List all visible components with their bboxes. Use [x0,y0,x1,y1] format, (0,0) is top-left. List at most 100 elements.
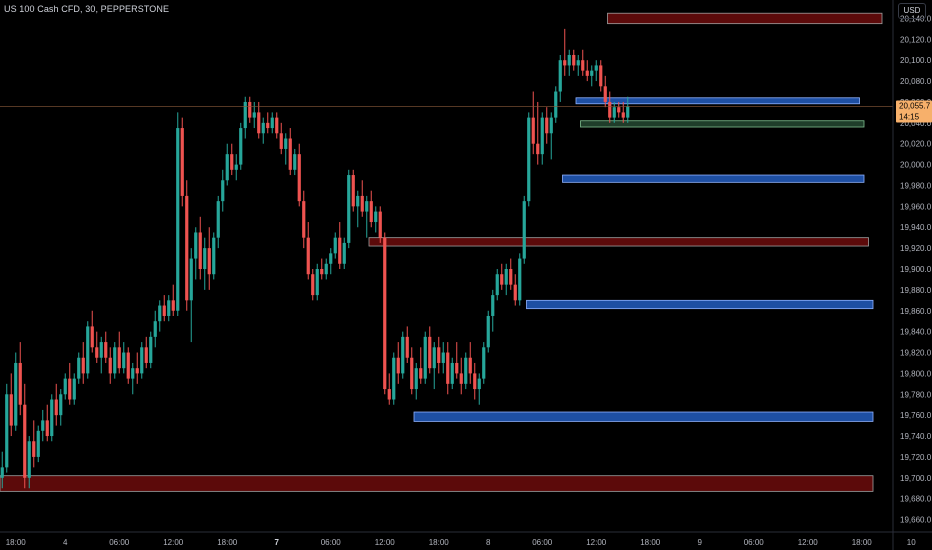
candle-body [450,362,454,384]
time-tick-label: 7 [275,538,280,547]
candle-body [603,86,607,102]
candle-body [68,378,72,400]
green-zone [580,120,865,128]
time-tick-label: 12:00 [163,538,184,547]
candle-body [0,467,4,478]
candle-body [365,201,369,212]
candle-body [230,154,234,170]
candle-body [194,232,198,259]
price-tick-label: 19,820.0 [900,349,932,358]
candle-body [126,352,130,379]
candle-body [536,143,540,155]
candle-body [167,300,171,316]
candle-body [522,201,526,259]
currency-button[interactable]: USD [898,3,926,19]
price-tick-label: 19,920.0 [900,244,932,253]
candle-body [162,305,166,316]
candle-body [621,112,625,118]
candle-body [257,112,261,134]
candle-body [239,128,243,165]
candle-body [297,154,301,202]
candle-body [558,60,562,92]
last-price-value: 20,055.7 [899,101,931,110]
candle-body [266,122,270,129]
candle-body [153,321,157,337]
candle-body [347,175,351,243]
candle-body [27,441,31,478]
zones-layer [0,12,883,492]
time-tick-label: 06:00 [532,538,553,547]
candle-body [302,201,306,238]
candle-body [549,117,553,134]
candle-body [455,362,459,374]
candle-body [441,352,445,363]
candle-body [612,107,616,118]
price-tick-label: 19,680.0 [900,495,932,504]
candle-body [77,357,81,379]
candle-body [351,175,355,207]
candle-body [311,274,315,296]
candle-body [140,347,144,374]
price-tick-label: 19,880.0 [900,286,932,295]
candle-body [527,117,531,202]
price-tick-label: 20,020.0 [900,140,932,149]
candle-body [378,211,382,238]
candle-body [338,237,342,264]
candle-body [288,138,292,170]
price-tick-label: 19,720.0 [900,453,932,462]
candle-body [221,180,225,202]
candle-body [329,253,333,264]
supply-zone [0,475,874,492]
candle-body [36,430,40,457]
countdown-value: 14:15 [899,112,920,121]
candle-body [554,91,558,118]
time-tick-label: 06:00 [321,538,342,547]
candle-body [315,269,319,296]
candle-body [486,315,490,348]
candle-body [509,269,513,285]
candle-body [410,357,414,390]
candle-body [63,378,67,395]
candle-body [185,195,189,301]
price-tick-label: 20,100.0 [900,56,932,65]
candle-body [464,357,468,384]
demand-zone [413,411,874,422]
time-axis[interactable]: 18:00 4 06:00 12:00 18:00 7 06:00 12:00 18:00 8 06… [6,538,917,547]
candle-body [81,357,85,374]
candle-body [86,326,90,374]
candle-body [590,70,594,76]
time-tick-label: 12:00 [798,538,819,547]
candle-body [9,394,13,426]
candle-body [275,117,279,134]
candle-body [324,263,328,275]
time-tick-label: 12:00 [586,538,607,547]
time-tick-label: 18:00 [429,538,450,547]
candle-body [459,373,463,384]
candle-body [392,357,396,400]
candles-layer [0,28,630,489]
time-tick-label: 10 [907,538,916,547]
candle-body [495,274,499,296]
candle-body [414,368,418,390]
price-tick-label: 19,660.0 [900,516,932,525]
candle-body [518,258,522,301]
price-tick-label: 19,800.0 [900,369,932,378]
candle-body [500,274,504,285]
price-tick-label: 19,780.0 [900,390,932,399]
time-tick-label: 18:00 [217,538,238,547]
candle-body [423,336,427,379]
candle-body [491,295,495,316]
time-tick-label: 8 [486,538,491,547]
demand-zone [575,97,860,105]
candle-body [369,201,373,223]
time-tick-label: 18:00 [640,538,661,547]
candle-body [360,195,364,212]
candle-body [563,60,567,66]
price-tick-label: 19,840.0 [900,328,932,337]
last-price-tag: 20,055.7 14:15 [896,100,932,123]
candle-body [45,420,49,437]
supply-zone [607,12,883,25]
candle-body [270,117,274,129]
candle-body [446,352,450,384]
